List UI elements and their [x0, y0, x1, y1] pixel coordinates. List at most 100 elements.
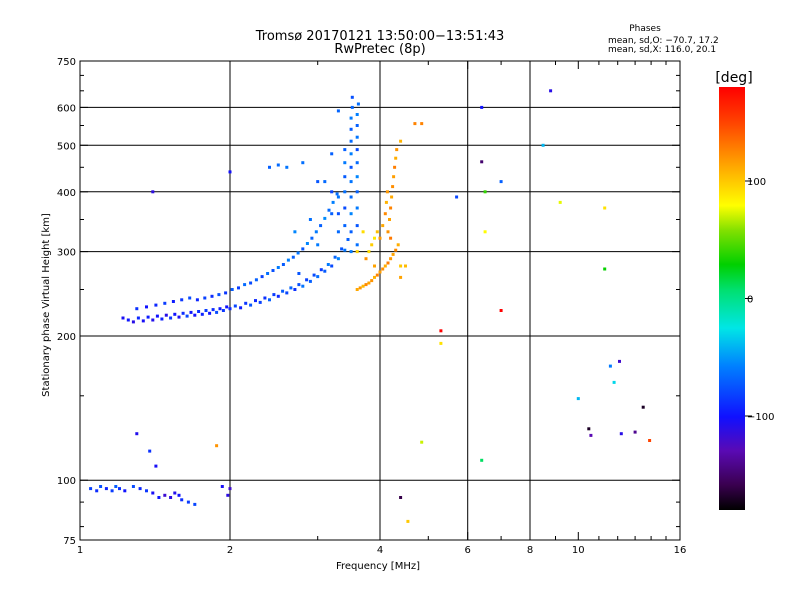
data-point: [394, 157, 397, 160]
data-point: [169, 496, 172, 499]
data-point: [350, 140, 353, 143]
data-point: [399, 276, 402, 279]
data-point: [197, 310, 200, 313]
data-point: [439, 342, 442, 345]
data-point: [243, 283, 246, 286]
data-point: [306, 242, 309, 245]
data-point: [180, 498, 183, 501]
data-point: [384, 265, 387, 268]
data-point: [356, 124, 359, 127]
data-point: [343, 190, 346, 193]
data-point: [111, 489, 114, 492]
data-point: [255, 278, 258, 281]
data-point: [609, 365, 612, 368]
data-point: [387, 262, 390, 265]
data-point: [226, 494, 229, 497]
data-point: [215, 444, 218, 447]
data-point: [219, 307, 222, 310]
data-point: [287, 259, 290, 262]
grid-lines: [80, 61, 680, 540]
data-point: [139, 487, 142, 490]
phases-mean-x: mean, sd,X: 116.0, 20.1: [608, 45, 716, 55]
data-point: [182, 312, 185, 315]
data-point: [145, 305, 148, 308]
data-point: [356, 148, 359, 151]
y-tick-label: 750: [57, 57, 76, 68]
y-tick-label: 300: [57, 248, 76, 259]
data-point: [196, 298, 199, 301]
data-point: [99, 485, 102, 488]
data-point: [350, 128, 353, 131]
data-point: [217, 293, 220, 296]
data-point: [413, 122, 416, 125]
data-point: [254, 299, 257, 302]
data-point: [356, 288, 359, 291]
data-point: [301, 161, 304, 164]
data-point: [127, 319, 130, 322]
x-tick-label: 10: [572, 545, 585, 556]
data-point: [259, 301, 262, 304]
data-point: [160, 318, 163, 321]
data-point: [379, 237, 382, 240]
data-point: [613, 381, 616, 384]
data-point: [212, 308, 215, 311]
data-point: [356, 175, 359, 178]
data-point: [272, 293, 275, 296]
data-point: [367, 282, 370, 285]
data-point: [301, 285, 304, 288]
data-point: [309, 218, 312, 221]
data-point: [480, 160, 483, 163]
data-point: [334, 256, 337, 259]
data-point: [190, 311, 193, 314]
data-point: [309, 280, 312, 283]
x-tick-label: 2: [227, 545, 233, 556]
data-point: [337, 212, 340, 215]
data-point: [648, 439, 651, 442]
data-point: [362, 285, 365, 288]
data-point: [211, 295, 214, 298]
data-point: [350, 212, 353, 215]
data-point: [301, 247, 304, 250]
data-point: [337, 230, 340, 233]
data-point: [229, 487, 232, 490]
data-point: [316, 243, 319, 246]
data-point: [249, 304, 252, 307]
chart-subtitle: RwPretec (8p): [334, 42, 425, 57]
data-point: [337, 109, 340, 112]
data-point: [330, 190, 333, 193]
data-point: [642, 406, 645, 409]
data-point: [193, 314, 196, 317]
data-point: [559, 201, 562, 204]
data-point: [137, 317, 140, 320]
data-point: [297, 283, 300, 286]
data-point: [343, 249, 346, 252]
data-point: [337, 257, 340, 260]
data-point: [277, 266, 280, 269]
data-point: [261, 275, 264, 278]
data-point: [327, 263, 330, 266]
data-point: [359, 286, 362, 289]
data-point: [603, 268, 606, 271]
data-point: [420, 122, 423, 125]
data-point: [157, 496, 160, 499]
data-point: [289, 286, 292, 289]
data-point: [151, 319, 154, 322]
data-point: [225, 305, 228, 308]
data-point: [392, 253, 395, 256]
colorbar-tick-label: 0: [747, 295, 753, 306]
data-point: [293, 288, 296, 291]
data-point: [332, 201, 335, 204]
data-point: [293, 230, 296, 233]
data-point: [343, 148, 346, 151]
data-point: [154, 465, 157, 468]
data-point: [178, 494, 181, 497]
data-point: [397, 243, 400, 246]
data-point: [147, 316, 150, 319]
x-tick-label: 4: [377, 545, 383, 556]
data-point: [330, 212, 333, 215]
data-point: [343, 161, 346, 164]
data-point: [297, 272, 300, 275]
data-point: [587, 427, 590, 430]
data-point: [399, 265, 402, 268]
data-point: [319, 224, 322, 227]
